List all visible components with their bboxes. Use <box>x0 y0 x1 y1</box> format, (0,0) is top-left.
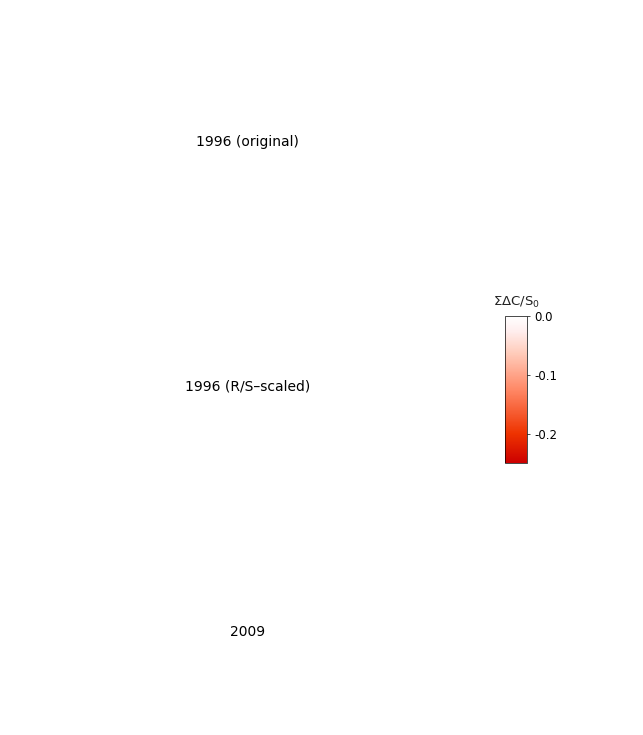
Text: 2009: 2009 <box>230 625 265 639</box>
Text: 1996 (R/S–scaled): 1996 (R/S–scaled) <box>185 380 310 394</box>
Text: $\Sigma\Delta$C/S$_0$: $\Sigma\Delta$C/S$_0$ <box>493 295 539 310</box>
Text: 1996 (original): 1996 (original) <box>196 135 299 148</box>
